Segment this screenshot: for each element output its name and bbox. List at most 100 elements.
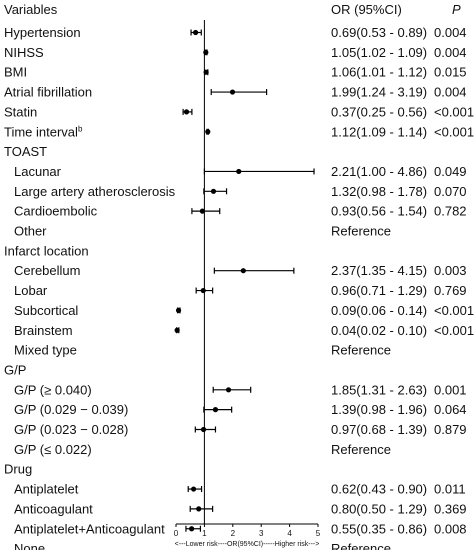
p-value: <0.001: [434, 104, 474, 119]
forest-row: G/P (≥ 0.040) 1.85(1.31 - 2.63) 0.001: [14, 382, 467, 397]
row-label: Other: [14, 224, 47, 239]
row-label: Antiplatelet: [14, 482, 79, 497]
forest-row: Antiplatelet+Anticoagulant 0.55(0.35 - 0.…: [14, 521, 467, 536]
forest-row: Other Reference: [14, 224, 391, 239]
forest-row: Statin 0.37(0.25 - 0.56) <0.001: [4, 104, 474, 119]
p-value: 0.004: [434, 25, 467, 40]
point-estimate: [196, 506, 202, 512]
or-ci-value: 1.06(1.01 - 1.12): [331, 65, 427, 80]
header-or-ci: OR (95%CI): [331, 2, 402, 17]
x-tick-label: 5: [316, 529, 321, 538]
p-value: 0.049: [434, 164, 467, 179]
or-ci-value: 1.99(1.24 - 3.19): [331, 85, 427, 100]
x-tick-label: 4: [287, 529, 292, 538]
forest-row: Time intervalb 1.12(1.09 - 1.14) <0.001: [4, 124, 474, 139]
point-estimate: [236, 168, 242, 175]
point-estimate: [183, 109, 190, 115]
or-ci-value: 0.93(0.56 - 1.54): [331, 204, 427, 219]
p-value: 0.001: [434, 382, 467, 397]
row-label: Cerebellum: [14, 263, 80, 278]
forest-row: Cerebellum 2.37(1.35 - 4.15) 0.003: [14, 263, 467, 278]
row-label: BMI: [4, 65, 27, 80]
p-value: <0.001: [434, 124, 474, 139]
or-ci-value: 1.85(1.31 - 2.63): [331, 382, 427, 397]
row-label: Cardioembolic: [14, 204, 98, 219]
forest-row: G/P (0.023 − 0.028) 0.97(0.68 - 1.39) 0.87…: [14, 422, 467, 437]
row-label: Statin: [4, 104, 37, 119]
row-label: Time intervalb: [4, 124, 83, 139]
or-ci-value: 2.37(1.35 - 4.15): [331, 263, 427, 278]
or-ci-value: 0.62(0.43 - 0.90): [331, 482, 427, 497]
row-label: Mixed type: [14, 343, 77, 358]
point-estimate: [191, 486, 197, 492]
p-value: <0.001: [434, 323, 474, 338]
forest-row: NIHSS 1.05(1.02 - 1.09) 0.004: [4, 45, 467, 60]
point-estimate: [199, 208, 206, 214]
or-ci-value: 0.80(0.50 - 1.29): [331, 501, 427, 516]
forest-row: Brainstem 0.04(0.02 - 0.10) <0.001: [14, 323, 474, 338]
forest-row: Lacunar 2.21(1.00 - 4.86) 0.049: [14, 164, 467, 179]
p-value: 0.369: [434, 501, 467, 516]
p-value: 0.064: [434, 402, 467, 417]
forest-row: None Reference: [14, 541, 391, 550]
row-label: None: [14, 541, 45, 550]
point-estimate: [240, 268, 246, 274]
forest-row: Cardioembolic 0.93(0.56 - 1.54) 0.782: [14, 204, 467, 219]
forest-row: Lobar 0.96(0.71 - 1.29) 0.769: [14, 283, 467, 298]
reference-label: Reference: [331, 442, 391, 457]
p-value: 0.004: [434, 45, 467, 60]
x-tick-label: 2: [231, 529, 236, 538]
forest-row: Infarct location: [4, 243, 89, 258]
row-label: Subcortical: [14, 303, 78, 318]
row-label: Large artery atherosclerosis: [14, 184, 176, 199]
row-label: Anticoagulant: [14, 501, 93, 516]
point-estimate: [175, 307, 182, 313]
p-value: <0.001: [434, 303, 474, 318]
reference-label: Reference: [331, 343, 391, 358]
row-label: TOAST: [4, 144, 47, 159]
or-ci-value: 0.37(0.25 - 0.56): [331, 104, 427, 119]
or-ci-value: 1.39(0.98 - 1.96): [331, 402, 427, 417]
row-label: G/P (≥ 0.040): [14, 382, 92, 397]
or-ci-value: 0.09(0.06 - 0.14): [331, 303, 427, 318]
row-label: Antiplatelet+Anticoagulant: [14, 521, 165, 536]
row-label: G/P (0.023 − 0.028): [14, 422, 128, 437]
forest-row: Atrial fibrillation 1.99(1.24 - 3.19) 0.00…: [4, 85, 467, 100]
p-value: 0.003: [434, 263, 467, 278]
or-ci-value: 0.55(0.35 - 0.86): [331, 521, 427, 536]
or-ci-value: 0.69(0.53 - 0.89): [331, 25, 427, 40]
or-ci-value: 1.12(1.09 - 1.14): [331, 124, 427, 139]
point-estimate: [192, 29, 199, 36]
row-label: NIHSS: [4, 45, 44, 60]
row-label: Lobar: [14, 283, 48, 298]
row-label: Hypertension: [4, 25, 81, 40]
or-ci-value: 1.05(1.02 - 1.09): [331, 45, 427, 60]
forest-row: G/P (≤ 0.022) Reference: [14, 442, 391, 457]
point-estimate: [205, 129, 211, 135]
or-ci-value: 1.32(0.98 - 1.78): [331, 184, 427, 199]
row-label: G/P: [4, 362, 26, 377]
x-tick-label: 3: [259, 529, 264, 538]
p-value: 0.015: [434, 65, 467, 80]
or-ci-value: 0.97(0.68 - 1.39): [331, 422, 427, 437]
forest-row: Antiplatelet 0.62(0.43 - 0.90) 0.011: [14, 482, 466, 497]
header-variables: Variables: [4, 2, 58, 17]
row-label: Atrial fibrillation: [4, 85, 92, 100]
row-label: G/P (≤ 0.022): [14, 442, 92, 457]
x-tick-label: 0: [174, 529, 179, 538]
p-value: 0.769: [434, 283, 467, 298]
p-value: 0.070: [434, 184, 467, 199]
point-estimate: [200, 287, 206, 294]
point-estimate: [174, 327, 180, 333]
reference-label: Reference: [331, 224, 391, 239]
forest-row: Hypertension 0.69(0.53 - 0.89) 0.004: [4, 25, 467, 40]
forest-row: Subcortical 0.09(0.06 - 0.14) <0.001: [14, 303, 474, 318]
p-value: 0.879: [434, 422, 467, 437]
point-estimate: [229, 89, 236, 95]
row-label: Lacunar: [14, 164, 62, 179]
point-estimate: [189, 526, 195, 532]
or-ci-value: 0.04(0.02 - 0.10): [331, 323, 427, 338]
row-label: G/P (0.029 − 0.039): [14, 402, 128, 417]
or-ci-value: 2.21(1.00 - 4.86): [331, 164, 427, 179]
